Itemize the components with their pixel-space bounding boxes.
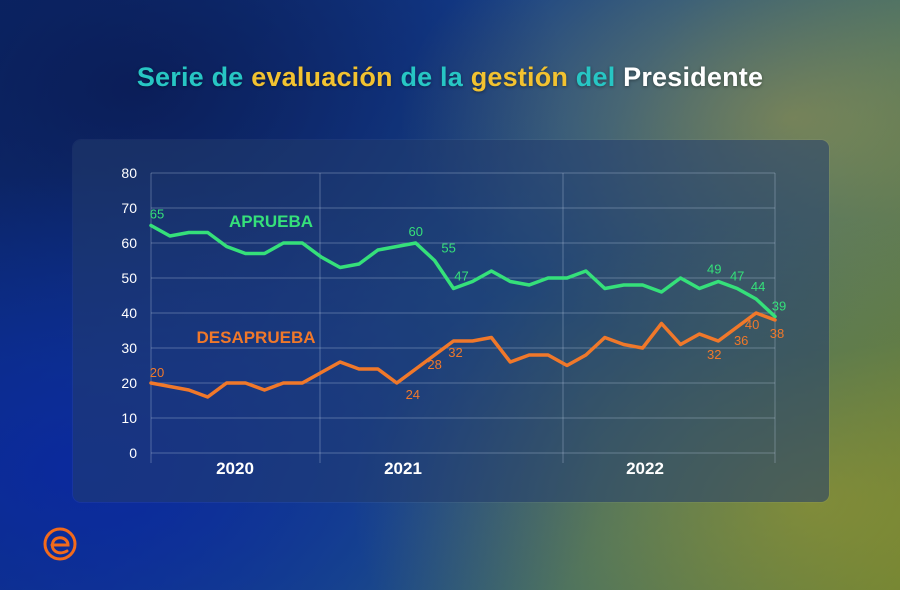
y-tick-label: 0	[129, 445, 137, 461]
data-label: 55	[441, 241, 455, 256]
title-part: evaluación	[251, 62, 393, 92]
title-part: de la	[392, 62, 471, 92]
y-tick-label: 50	[121, 270, 137, 286]
title-part: Presidente	[623, 62, 764, 92]
data-label: 40	[745, 317, 759, 332]
data-label: 44	[751, 279, 765, 294]
data-label: 47	[730, 269, 744, 284]
data-label: 32	[707, 347, 721, 362]
y-tick-label: 60	[121, 235, 137, 251]
data-label: 20	[150, 365, 164, 380]
data-label: 60	[408, 224, 422, 239]
chart-panel: 0 10 20 30 40 50 60 70 80 2020 2021 2022 65 60 55 47 49 4…	[73, 140, 829, 502]
data-label: 65	[150, 207, 164, 222]
line-chart: 0 10 20 30 40 50 60 70 80 2020 2021 2022 65 60 55 47 49 4…	[121, 165, 786, 478]
legend-label-aprueba: APRUEBA	[229, 212, 313, 231]
y-tick-label: 40	[121, 305, 137, 321]
y-tick-label: 30	[121, 340, 137, 356]
y-tick-label: 10	[121, 410, 137, 426]
data-label: 47	[454, 269, 468, 284]
series-line-desaprueba	[149, 311, 777, 399]
e-logo-icon	[43, 527, 77, 561]
title-part: gestión	[470, 62, 569, 92]
data-label: 39	[772, 299, 786, 314]
page-title: Serie de evaluación de la gestión del Pr…	[0, 62, 900, 93]
data-label: 32	[448, 345, 462, 360]
data-label: 49	[707, 262, 721, 277]
title-part: Serie de	[136, 62, 252, 92]
x-year-label: 2020	[216, 459, 254, 478]
title-part: del	[568, 62, 624, 92]
y-tick-label: 20	[121, 375, 137, 391]
x-year-label: 2022	[626, 459, 664, 478]
data-label: 24	[406, 387, 420, 402]
legend-label-desaprueba: DESAPRUEBA	[196, 328, 315, 347]
series-line-aprueba	[149, 223, 777, 319]
y-tick-label: 80	[121, 165, 137, 181]
data-label: 38	[770, 326, 784, 341]
data-label: 28	[427, 357, 441, 372]
x-year-label: 2021	[384, 459, 422, 478]
data-label: 36	[734, 333, 748, 348]
y-tick-label: 70	[121, 200, 137, 216]
